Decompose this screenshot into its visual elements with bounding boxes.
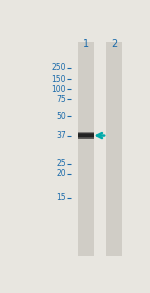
Text: 20: 20 bbox=[56, 169, 66, 178]
Bar bbox=[106, 42, 122, 256]
Text: 25: 25 bbox=[56, 159, 66, 168]
Text: 15: 15 bbox=[56, 193, 66, 202]
Text: 100: 100 bbox=[51, 85, 66, 94]
Bar bbox=[78, 132, 94, 133]
Text: 75: 75 bbox=[56, 95, 66, 104]
Bar bbox=[78, 133, 94, 134]
Text: 250: 250 bbox=[51, 63, 66, 72]
Bar bbox=[78, 132, 94, 139]
Bar bbox=[78, 42, 94, 256]
Bar bbox=[78, 137, 94, 138]
Bar bbox=[78, 137, 94, 138]
Bar bbox=[78, 138, 94, 139]
Text: 37: 37 bbox=[56, 131, 66, 140]
Text: 50: 50 bbox=[56, 112, 66, 121]
Bar bbox=[78, 138, 94, 139]
Bar bbox=[78, 132, 94, 133]
Text: 1: 1 bbox=[83, 39, 89, 49]
Text: 150: 150 bbox=[51, 75, 66, 84]
Text: 2: 2 bbox=[111, 39, 117, 49]
